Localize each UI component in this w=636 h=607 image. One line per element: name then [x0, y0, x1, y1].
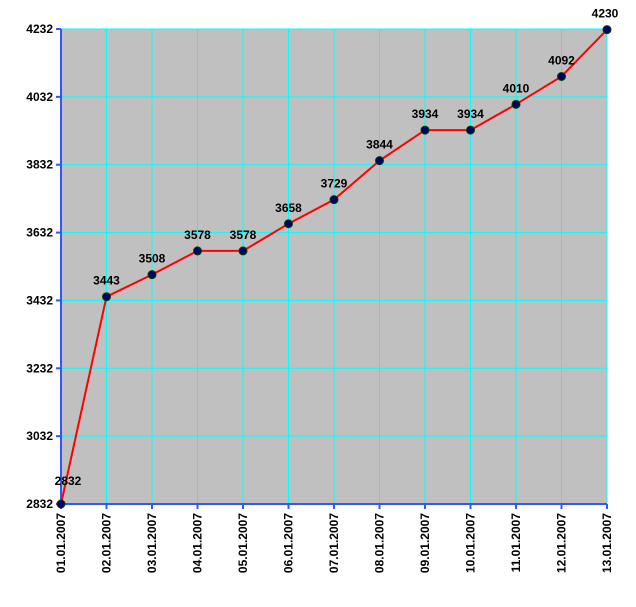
data-point: [375, 156, 384, 166]
x-tick-label: 10.01.2007: [464, 513, 478, 573]
y-tick-label: 4032: [26, 90, 53, 104]
data-label: 3934: [457, 107, 484, 121]
data-label: 3844: [366, 138, 393, 152]
data-label: 3443: [93, 274, 120, 288]
x-tick-label: 09.01.2007: [418, 513, 432, 573]
data-label: 4230: [592, 7, 619, 21]
x-tick-label: 05.01.2007: [236, 513, 250, 573]
y-tick-label: 3632: [26, 226, 53, 240]
x-tick-label: 02.01.2007: [100, 513, 114, 573]
data-label: 3508: [139, 252, 166, 266]
data-label: 3729: [321, 177, 348, 191]
data-point: [466, 125, 475, 135]
data-point: [602, 25, 612, 35]
y-tick-label: 3832: [26, 158, 53, 172]
x-tick-label: 12.01.2007: [555, 513, 569, 573]
data-point: [284, 219, 293, 229]
data-point: [420, 125, 430, 135]
data-label: 4092: [548, 54, 575, 68]
data-label: 3578: [230, 228, 257, 242]
y-tick-label: 3432: [26, 293, 53, 307]
data-point: [193, 246, 202, 256]
data-label: 3578: [184, 228, 211, 242]
y-tick-label: 3232: [26, 361, 53, 375]
x-tick-label: 04.01.2007: [191, 513, 205, 573]
x-tick-label: 03.01.2007: [145, 513, 159, 573]
data-label: 4010: [503, 81, 530, 95]
data-point: [56, 499, 66, 509]
data-label: 3658: [275, 201, 302, 215]
y-tick-label: 4232: [26, 22, 53, 36]
x-tick-label: 08.01.2007: [373, 513, 387, 573]
x-tick-label: 13.01.2007: [600, 513, 614, 573]
data-point: [511, 99, 521, 109]
data-label: 3934: [412, 107, 439, 121]
data-point: [329, 195, 339, 205]
x-tick-label: 06.01.2007: [282, 513, 296, 573]
x-tick-label: 11.01.2007: [509, 513, 523, 573]
data-point: [147, 270, 157, 280]
data-label: 2832: [55, 474, 82, 488]
data-point: [102, 292, 111, 302]
y-tick-label: 2832: [26, 497, 53, 511]
x-tick-label: 01.01.2007: [54, 513, 68, 573]
y-tick-label: 3032: [26, 429, 53, 443]
x-tick-label: 07.01.2007: [327, 513, 341, 573]
data-point: [557, 72, 566, 81]
data-point: [238, 246, 248, 256]
